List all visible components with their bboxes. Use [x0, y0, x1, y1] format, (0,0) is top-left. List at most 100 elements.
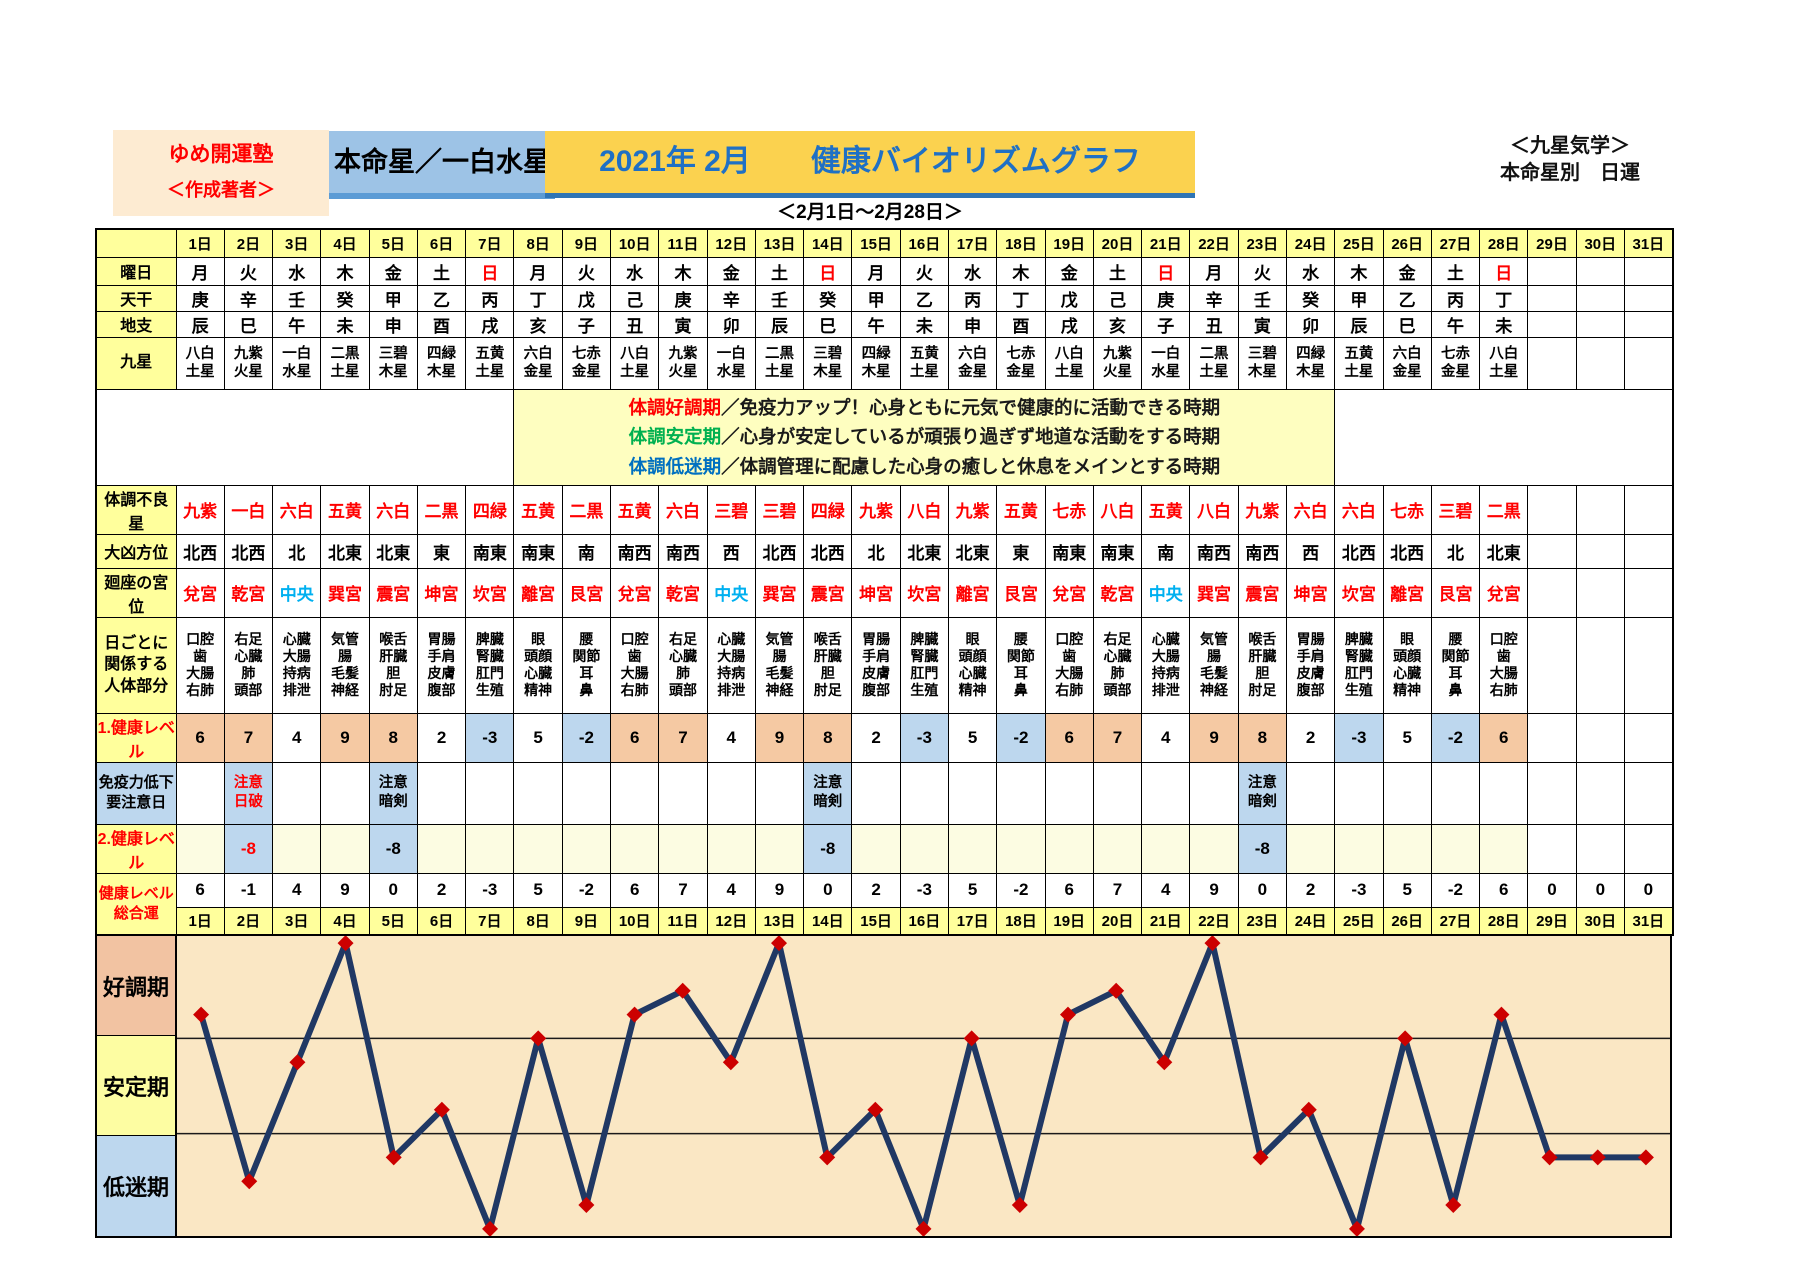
immunity-cell: 注意 暗剣	[368, 761, 418, 825]
body-cell: 脾臓 腎臓 肛門 生殖	[899, 616, 950, 714]
tenkan-cell: 壬	[1237, 284, 1287, 312]
total-cell: 0	[1575, 872, 1625, 908]
immunity-cell	[416, 761, 467, 825]
health2-cell	[610, 823, 660, 874]
health1-cell: -3	[899, 712, 950, 763]
body-cell: 口腔 歯 大腸 右肺	[610, 616, 660, 714]
days-cell: 24日	[1285, 228, 1336, 258]
chishi-cell: 丑	[1189, 310, 1239, 338]
kyui-cell: 乾宮	[223, 567, 274, 618]
tenkan-cell: 甲	[851, 284, 901, 312]
body-cell	[1575, 616, 1625, 714]
health2-cell	[1623, 823, 1674, 874]
health1-cell: 7	[223, 712, 274, 763]
body-cell: 気管 腸 毛髪 神経	[1189, 616, 1239, 714]
health1-cell: 4	[1141, 712, 1191, 763]
tenkan-cell: 丙	[947, 284, 998, 312]
youbi-cell: 木	[658, 256, 708, 286]
health1-cell: -2	[1430, 712, 1481, 763]
youbi-cell: 火	[223, 256, 274, 286]
health1-cell: -3	[465, 712, 515, 763]
health2-cell	[1141, 823, 1191, 874]
chishi-cell: 午	[851, 310, 901, 338]
health2-cell	[1527, 823, 1577, 874]
youbi-cell: 火	[1237, 256, 1287, 286]
kyusei-cell: 二黒 土星	[754, 336, 805, 390]
youbi-cell	[1623, 256, 1674, 286]
daikyo-cell: 北西	[754, 533, 805, 569]
youbi-cell	[1575, 256, 1625, 286]
biorhythm-graph: 好調期 安定期 低迷期	[95, 936, 1672, 1238]
days-cell: 6日	[416, 228, 467, 258]
days-cell: 30日	[1575, 228, 1625, 258]
health2-cell	[1382, 823, 1432, 874]
kyui-cell: 巽宮	[320, 567, 370, 618]
youbi-cell: 金	[1044, 256, 1094, 286]
body-cell: 腰 関節 耳 鼻	[1430, 616, 1481, 714]
immunity-cell	[1623, 761, 1674, 825]
row-chishi: 地支辰巳午未申酉戌亥子丑寅卯辰巳午未申酉戌亥子丑寅卯辰巳午未	[95, 310, 1674, 338]
total-days-cell: 24日	[1285, 906, 1336, 936]
health1-cell: 5	[1382, 712, 1432, 763]
health2-cell	[1479, 823, 1529, 874]
health1-cell: 9	[320, 712, 370, 763]
furyosei-cell: 七赤	[1044, 484, 1094, 535]
total-cell: 4	[272, 872, 322, 908]
daikyo-cell: 南西	[658, 533, 708, 569]
daikyo-cell: 南東	[1044, 533, 1094, 569]
total-days-cell: 9日	[561, 906, 612, 936]
days-cell: 23日	[1237, 228, 1287, 258]
zone-label-stable: 安定期	[97, 1036, 175, 1136]
total-days-cell: 16日	[899, 906, 950, 936]
condition-legend: 体調好調期／免疫力アップ！心身ともに元気で健康的に活動できる時期 体調安定期／心身…	[513, 388, 1336, 486]
honmei-star-box: 本命星／一白水星	[329, 131, 555, 199]
furyosei-cell: 一白	[223, 484, 274, 535]
days-cell: 11日	[658, 228, 708, 258]
tenkan-cell: 丁	[1479, 284, 1529, 312]
total-cell: 6	[610, 872, 660, 908]
row-kyui: 廻座の宮位 兌宮 乾宮 中央 巽宮 震宮 坤宮 坎宮 離宮 艮宮 兌宮 乾宮 中央 巽宮 震宮 坤宮 坎宮 離宮艮…	[95, 567, 1674, 618]
kyusei-cell: 七赤 金星	[561, 336, 612, 390]
tenkan-cell: 辛	[706, 284, 756, 312]
total-days-cell: 5日	[368, 906, 418, 936]
youbi-cell: 月	[851, 256, 901, 286]
author-role: ＜作成著者＞	[167, 180, 275, 200]
total-days-cell: 14日	[803, 906, 853, 936]
immunity-cell	[899, 761, 950, 825]
health1-cell: 2	[416, 712, 467, 763]
body-cell: 胃腸 手肩 皮膚 腹部	[1285, 616, 1336, 714]
date-range: ＜2月1日～2月28日＞	[777, 202, 963, 223]
furyosei-cell: 六白	[658, 484, 708, 535]
daikyo-cell: 西	[706, 533, 756, 569]
kyui-cell: 巽宮	[754, 567, 805, 618]
tenkan-cell: 壬	[754, 284, 805, 312]
kyusei-cell: 五黄 土星	[1334, 336, 1384, 390]
health2-cell: -8	[223, 823, 274, 874]
daikyo-cell: 北西	[175, 533, 225, 569]
biorhythm-table: 1日 2日 3日 4日 5日 6日 7日 8日 9日 10日 11日 12日 13日 14日 15日 16日 1…	[95, 228, 1674, 936]
kyui-cell: 坎宮	[465, 567, 515, 618]
total-cell: 6	[175, 872, 225, 908]
kyusei-cell	[1527, 336, 1577, 390]
total-cell: -2	[561, 872, 612, 908]
health2-cell	[320, 823, 370, 874]
kyui-cell: 震宮	[1237, 567, 1287, 618]
kyui-cell: 坎宮	[1334, 567, 1384, 618]
kyusei-cell	[1575, 336, 1625, 390]
kyui-cell	[1623, 567, 1674, 618]
health2-cell	[1575, 823, 1625, 874]
tenkan-cell: 丁	[996, 284, 1046, 312]
health1-cell: -3	[1334, 712, 1384, 763]
body-cell: 気管 腸 毛髪 神経	[320, 616, 370, 714]
health2-cell	[754, 823, 805, 874]
youbi-cell: 金	[1382, 256, 1432, 286]
kyui-cell: 中央	[1141, 567, 1191, 618]
body-cell: 喉舌 肝臓 胆 肘足	[803, 616, 853, 714]
youbi-cell: 土	[1092, 256, 1143, 286]
health1-cell: 6	[1479, 712, 1529, 763]
furyosei-cell: 二黒	[1479, 484, 1529, 535]
youbi-cell: 水	[947, 256, 998, 286]
immunity-cell	[754, 761, 805, 825]
immunity-cell: 注意 暗剣	[803, 761, 853, 825]
days-cell: 18日	[996, 228, 1046, 258]
